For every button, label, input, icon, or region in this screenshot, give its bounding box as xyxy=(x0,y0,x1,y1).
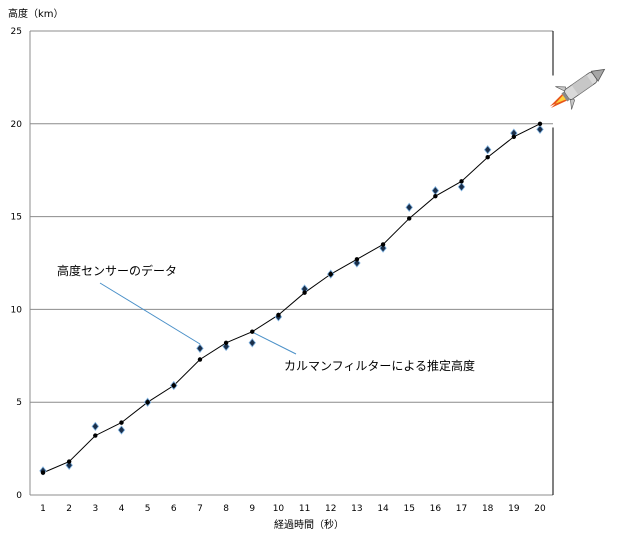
kalman-point xyxy=(302,290,307,295)
kalman-point xyxy=(354,257,360,262)
sensor-point xyxy=(483,145,492,155)
kalman-point xyxy=(145,400,150,405)
kalman-point xyxy=(511,134,517,139)
x-tick-label: 12 xyxy=(325,504,336,514)
x-tick-label: 5 xyxy=(145,504,151,514)
x-tick-label: 7 xyxy=(197,504,203,514)
kalman-point xyxy=(93,433,98,438)
x-tick-label: 16 xyxy=(430,504,442,514)
x-tick-label: 1 xyxy=(40,504,46,514)
annotation-leader-sensor xyxy=(99,282,201,345)
sensor-point xyxy=(91,421,100,431)
x-tick-label: 10 xyxy=(273,504,285,514)
kalman-point xyxy=(223,340,229,346)
x-tick-label: 20 xyxy=(534,504,546,514)
kalman-point xyxy=(537,121,543,127)
x-tick-label: 15 xyxy=(403,504,414,514)
x-tick-label: 19 xyxy=(508,504,520,514)
y-tick-label: 20 xyxy=(11,120,23,130)
kalman-point xyxy=(66,459,72,464)
y-tick-label: 5 xyxy=(16,398,22,408)
kalman-point xyxy=(380,242,386,247)
kalman-point xyxy=(40,470,46,475)
annotation-sensor-label: 高度センサーのデータ xyxy=(57,263,177,278)
x-tick-labels: 1 2 3 4 5 6 7 8 9 10 11 12 13 14 15 16 17 18 19 20 xyxy=(40,504,546,514)
kalman-point xyxy=(197,357,203,362)
sensor-point xyxy=(353,258,361,268)
sensor-point xyxy=(431,185,440,196)
kalman-series-line xyxy=(42,123,541,474)
x-tick-label: 3 xyxy=(92,504,98,514)
sensor-point xyxy=(405,202,413,212)
x-tick-label: 18 xyxy=(482,504,494,514)
kalman-point xyxy=(407,216,412,221)
sensor-point xyxy=(379,243,387,253)
annotation-kalman-label: カルマンフィルターによる推定高度 xyxy=(284,358,475,373)
x-tick-label: 6 xyxy=(171,504,177,514)
kalman-point xyxy=(171,383,176,388)
rocket-icon xyxy=(549,68,606,110)
y-tick-label: 10 xyxy=(11,305,23,315)
kalman-point xyxy=(433,193,438,199)
x-tick-label: 13 xyxy=(351,504,362,514)
kalman-point xyxy=(328,271,333,277)
kalman-point xyxy=(276,312,281,318)
sensor-point xyxy=(117,425,126,435)
gridlines xyxy=(30,30,553,403)
axes xyxy=(29,31,554,496)
series-lines xyxy=(42,123,541,474)
x-tick-label: 2 xyxy=(66,504,72,514)
kalman-point xyxy=(250,329,255,334)
y-tick-label: 15 xyxy=(11,213,22,223)
kalman-point xyxy=(459,179,464,184)
sensor-point xyxy=(222,341,230,352)
x-tick-label: 14 xyxy=(377,504,389,514)
y-tick-label: 25 xyxy=(11,27,22,37)
annotation-sensor: 高度センサーのデータ xyxy=(57,263,201,345)
x-tick-label: 4 xyxy=(119,504,125,514)
sensor-point xyxy=(536,124,544,135)
x-tick-label: 8 xyxy=(223,504,229,514)
x-tick-label: 17 xyxy=(456,504,467,514)
sensor-point xyxy=(196,343,204,354)
series-markers xyxy=(39,121,544,476)
sensor-point xyxy=(457,182,466,192)
annotation-kalman: カルマンフィルターによる推定高度 xyxy=(253,332,475,373)
x-axis-title: 経過時間（秒） xyxy=(274,518,344,531)
x-tick-label: 9 xyxy=(249,504,255,514)
sensor-point xyxy=(65,460,73,470)
sensor-point xyxy=(248,338,256,348)
kalman-point xyxy=(485,155,490,160)
y-tick-label: 0 xyxy=(16,491,22,501)
annotation-leader-kalman xyxy=(253,332,297,355)
kalman-point xyxy=(119,420,124,425)
x-tick-label: 11 xyxy=(299,504,310,514)
y-axis-title: 高度（km） xyxy=(8,7,64,20)
y-tick-labels: 0 5 10 15 20 25 xyxy=(11,27,23,501)
